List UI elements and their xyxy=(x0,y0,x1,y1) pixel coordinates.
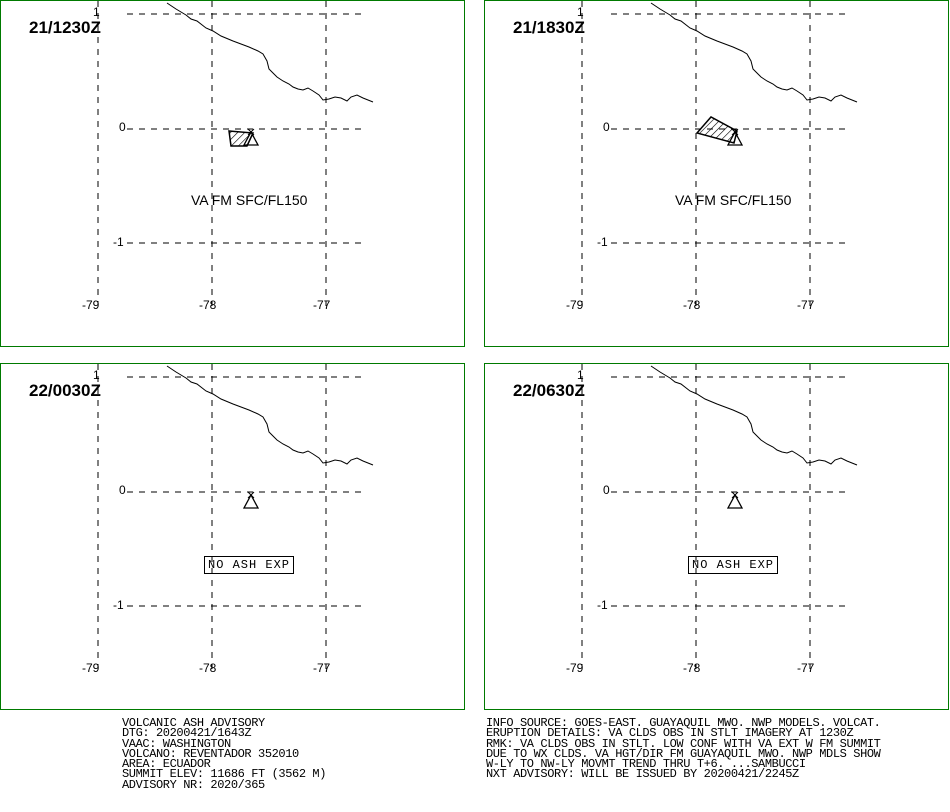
valid-time-label: 21/1830Z xyxy=(513,18,585,37)
volcano-icon xyxy=(726,493,744,509)
advisory-line: VOLCANIC ASH ADVISORY xyxy=(122,716,265,730)
coastline xyxy=(650,2,858,103)
forecast-panel: 21/1830Z VA FM SFC/FL150 1 0 -1 -79 -78 -77 xyxy=(484,0,949,347)
latitude-tick-label: -1 xyxy=(113,235,124,249)
longitude-tick-label: -78 xyxy=(199,298,217,312)
longitude-tick-label: -78 xyxy=(199,661,217,675)
advisory-line: W-LY TO NW-LY MOVMT TREND THRU T+6. ...S… xyxy=(486,757,806,772)
advisory-line: SUMMIT ELEV: 11686 FT (3562 M) xyxy=(122,767,327,782)
longitude-tick-label: -77 xyxy=(797,298,815,312)
latitude-tick-label: 1 xyxy=(93,368,100,382)
longitude-tick-label: -79 xyxy=(566,298,584,312)
forecast-panel: 21/1230Z VA FM SFC/FL150 1 0 -1 -79 -78 -77 xyxy=(0,0,465,347)
map-canvas xyxy=(581,1,858,306)
advisory-right: INFO SOURCE: GOES-EAST. GUAYAQUIL MWO. N… xyxy=(486,716,881,782)
no-ash-label: NO ASH EXP xyxy=(688,556,779,574)
valid-time-label: 22/0030Z xyxy=(29,381,101,400)
valid-time-label: 21/1230Z xyxy=(29,18,101,37)
no-ash-label: NO ASH EXP xyxy=(204,556,295,574)
longitude-tick-label: -77 xyxy=(313,298,331,312)
valid-time-label: 22/0630Z xyxy=(513,381,585,400)
coastline xyxy=(650,365,858,466)
forecast-panel: 22/0030Z NO ASH EXP 1 0 -1 -79 -78 -77 xyxy=(0,363,465,710)
advisory-line: VAAC: WASHINGTON xyxy=(122,736,231,751)
coastline xyxy=(166,2,374,103)
latitude-tick-label: -1 xyxy=(597,235,608,249)
ash-cloud-area xyxy=(228,130,255,147)
latitude-tick-label: 0 xyxy=(603,120,610,134)
latitude-tick-label: 1 xyxy=(577,368,584,382)
latitude-tick-label: 0 xyxy=(119,120,126,134)
longitude-tick-label: -78 xyxy=(683,661,701,675)
advisory-line: NXT ADVISORY: WILL BE ISSUED BY 20200421… xyxy=(486,767,799,782)
longitude-tick-label: -79 xyxy=(82,298,100,312)
advisory-line: ADVISORY NR: 2020/365 xyxy=(122,777,265,792)
longitude-tick-label: -79 xyxy=(566,661,584,675)
map-canvas xyxy=(581,364,858,669)
advisory-line: RMK: VA CLDS OBS IN STLT. LOW CONF WITH … xyxy=(486,736,881,751)
longitude-tick-label: -77 xyxy=(313,661,331,675)
longitude-tick-label: -78 xyxy=(683,298,701,312)
map-canvas xyxy=(97,1,374,306)
latitude-tick-label: 1 xyxy=(93,5,100,19)
coastline xyxy=(166,365,374,466)
advisory-left: VOLCANIC ASH ADVISORY DTG: 20200421/1643Z… xyxy=(122,716,327,792)
map-canvas xyxy=(97,364,374,669)
advisory-line: DTG: 20200421/1643Z xyxy=(122,726,252,741)
latitude-tick-label: -1 xyxy=(113,598,124,612)
volcano-icon xyxy=(726,130,744,146)
ash-height-label: VA FM SFC/FL150 xyxy=(191,192,308,208)
advisory-line: INFO SOURCE: GOES-EAST. GUAYAQUIL MWO. N… xyxy=(486,716,881,730)
longitude-tick-label: -79 xyxy=(82,661,100,675)
forecast-panel: 22/0630Z NO ASH EXP 1 0 -1 -79 -78 -77 xyxy=(484,363,949,710)
volcano-icon xyxy=(242,130,260,146)
latitude-tick-label: 0 xyxy=(119,483,126,497)
latitude-tick-label: -1 xyxy=(597,598,608,612)
latitude-tick-label: 1 xyxy=(577,5,584,19)
ash-height-label: VA FM SFC/FL150 xyxy=(675,192,792,208)
latitude-tick-label: 0 xyxy=(603,483,610,497)
advisory-line: DUE TO WX CLDS. VA HGT/DIR FM GUAYAQUIL … xyxy=(486,746,881,761)
volcano-icon xyxy=(242,493,260,509)
advisory-line: VOLCANO: REVENTADOR 352010 xyxy=(122,746,299,761)
advisory-line: AREA: ECUADOR xyxy=(122,757,211,772)
advisory-line: ERUPTION DETAILS: VA CLDS OBS IN STLT IM… xyxy=(486,726,854,741)
longitude-tick-label: -77 xyxy=(797,661,815,675)
ash-cloud-area xyxy=(695,116,738,144)
